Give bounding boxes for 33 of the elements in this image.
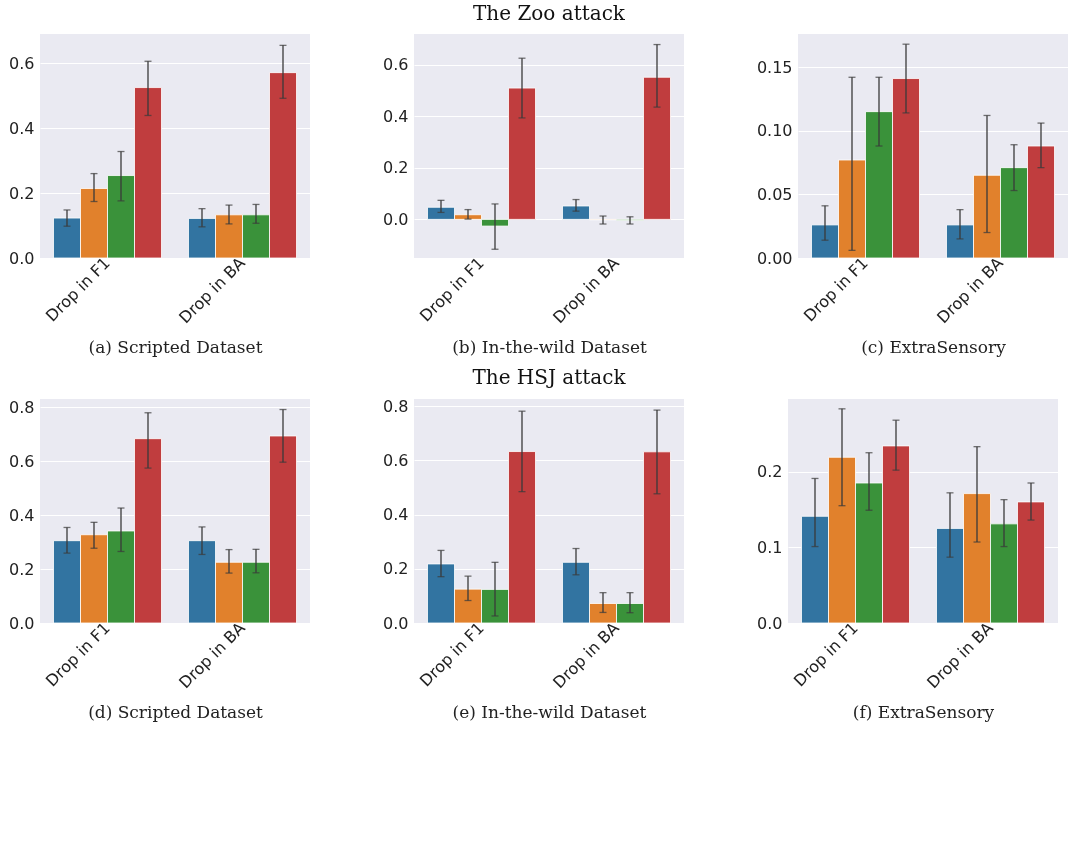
y-tick-label: 0.0: [757, 613, 783, 633]
y-tick-label: 0.4: [383, 106, 409, 126]
y-tick-label: 0.8: [9, 397, 35, 417]
y-tick-label: 0.4: [9, 118, 35, 138]
y-tick-label: 0.10: [756, 121, 793, 141]
x-axis-title: (f) ExtraSensory: [852, 702, 995, 723]
y-tick-label: 0.6: [9, 451, 35, 471]
y-tick-label: 0.4: [383, 505, 409, 525]
y-tick-label: 0.2: [383, 158, 409, 178]
y-tick-label: 0.2: [757, 462, 783, 482]
y-tick-label: 0.1: [757, 537, 783, 557]
x-axis-title: (d) Scripted Dataset: [88, 702, 264, 723]
y-tick-label: 0.0: [383, 209, 409, 229]
y-tick-label: 0.4: [9, 505, 35, 525]
y-tick-label: 0.8: [383, 396, 409, 416]
x-axis-title: (a) Scripted Dataset: [88, 337, 263, 358]
x-axis-title: (b) In-the-wild Dataset: [452, 337, 647, 358]
y-tick-label: 0.05: [756, 184, 793, 204]
y-tick-label: 0.0: [9, 613, 35, 633]
y-tick-label: 0.6: [383, 450, 409, 470]
y-tick-label: 0.0: [9, 248, 35, 268]
y-tick-label: 0.15: [756, 57, 793, 77]
y-tick-label: 0.0: [383, 613, 409, 633]
y-tick-label: 0.00: [756, 248, 793, 268]
chart-title: The Zoo attack: [473, 1, 626, 25]
y-tick-label: 0.6: [383, 55, 409, 75]
x-axis-title: (c) ExtraSensory: [861, 337, 1007, 358]
y-tick-label: 0.2: [9, 183, 35, 203]
y-tick-label: 0.2: [9, 559, 35, 579]
x-axis-title: (e) In-the-wild Dataset: [452, 702, 647, 723]
y-tick-label: 0.2: [383, 559, 409, 579]
chart-title: The HSJ attack: [472, 365, 627, 390]
y-tick-label: 0.6: [9, 53, 35, 73]
